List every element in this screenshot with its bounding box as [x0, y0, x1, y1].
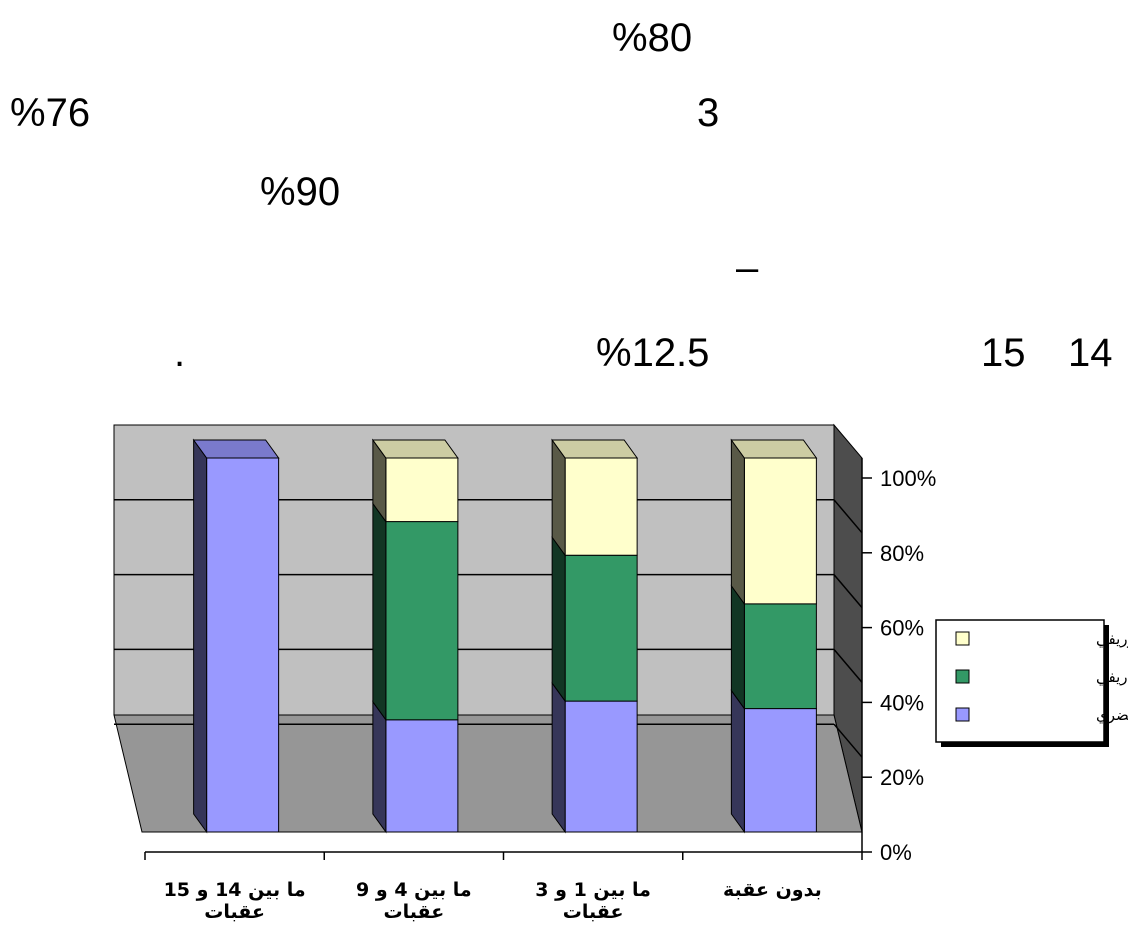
text-fragment: .: [174, 331, 186, 375]
legend-label: حضري: [1096, 706, 1128, 725]
gridline-side: [833, 574, 863, 609]
x-category-label: ما بين 4 و 9 عقبات: [356, 879, 472, 923]
text-fragment: 15: [981, 331, 1026, 375]
text-fragment: %76: [10, 91, 91, 135]
y-tick-label: 0%: [880, 840, 912, 865]
text-fragment: –: [736, 246, 759, 290]
x-category-label: بدون عقبة: [723, 879, 822, 901]
bar-segment-side: [551, 681, 566, 834]
x-category-label: ما بين 14 و 15 عقبات: [164, 879, 306, 923]
bar-segment-side: [372, 502, 387, 722]
bar-segment: [385, 719, 459, 833]
x-category-label-line: عقبات: [563, 901, 624, 923]
x-category-label-line: ما بين 4 و 9: [356, 879, 472, 901]
y-tick-label: 80%: [880, 541, 924, 566]
bar-segment-side: [730, 438, 745, 606]
chart-axis: [144, 458, 863, 860]
bar-segment: [206, 457, 280, 833]
bar-segment: [385, 457, 459, 523]
bar-segment-side: [730, 689, 745, 834]
bar-segment-side: [730, 584, 745, 711]
y-tick-labels: 0% 20% 40% 60% 80% 100%: [862, 466, 936, 865]
text-fragment: %12.5: [596, 331, 710, 375]
bar-top: [371, 439, 459, 459]
text-fragment: %90: [260, 170, 341, 214]
y-tick-label: 40%: [880, 690, 924, 715]
gridline-side: [833, 499, 863, 534]
x-category-label-line: عقبات: [204, 901, 265, 923]
x-category-label: ما بين 1 و 3 عقبات: [535, 879, 651, 923]
text-fragment: %80: [612, 16, 693, 60]
bar-segment-side: [372, 700, 387, 834]
bar-segment-side: [551, 535, 566, 703]
bar-segment-side: [551, 438, 566, 557]
x-category-label-line: عقبات: [384, 901, 445, 923]
text-fragment: 14: [1068, 331, 1113, 375]
legend-label: ريفي: [1096, 668, 1128, 687]
legend-swatch: [955, 631, 970, 646]
chart-legend: حضري وريفي ريفي حضري: [935, 619, 1128, 747]
y-tick-label: 20%: [880, 765, 924, 790]
bar-top: [730, 439, 818, 459]
x-category-label-line: ما بين 1 و 3: [535, 879, 651, 901]
bar-top: [192, 439, 280, 459]
bar-top: [551, 439, 639, 459]
bar-segment: [385, 521, 459, 721]
bar-segment: [743, 708, 817, 833]
legend-swatch: [955, 669, 970, 684]
y-tick-label: 60%: [880, 616, 924, 641]
bar-segment: [564, 457, 638, 556]
y-tick-label: 100%: [880, 466, 936, 491]
gridline-side: [833, 648, 863, 683]
chart-bars: [192, 438, 818, 834]
legend-label: حضري وريفي: [1096, 630, 1128, 649]
x-category-label-line: ما بين 14 و 15: [164, 879, 306, 901]
legend-swatch: [955, 707, 970, 722]
text-fragment: 3: [697, 91, 720, 135]
bar-segment: [743, 457, 817, 605]
bar-segment: [743, 603, 817, 710]
gridline-side: [833, 723, 863, 758]
bar-segment: [564, 554, 638, 702]
x-category-label-line: بدون عقبة: [723, 879, 822, 901]
bar-segment: [564, 700, 638, 833]
bar-segment-side: [193, 438, 208, 834]
